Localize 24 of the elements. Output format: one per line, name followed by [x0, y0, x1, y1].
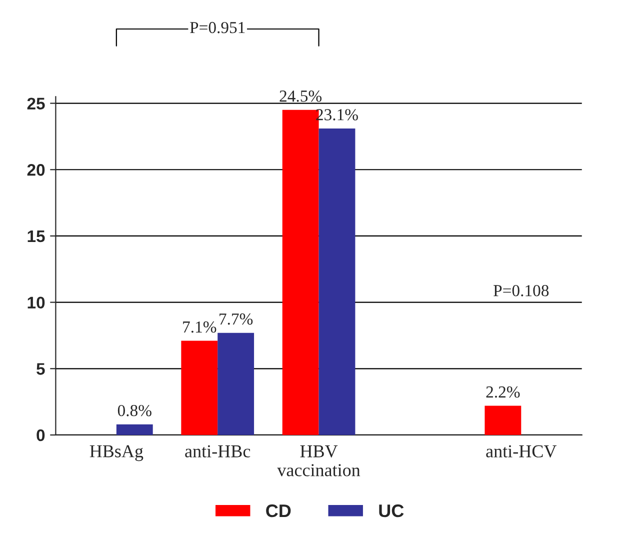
- x-tick-label: anti-HCV: [486, 445, 557, 458]
- annotation: P=0.108: [494, 285, 549, 296]
- data-label: 7.7%: [220, 313, 253, 325]
- bar: [318, 128, 356, 435]
- data-label: 0.8%: [118, 404, 152, 416]
- y-tick-label: 10: [28, 296, 45, 309]
- y-tick-label: 15: [28, 230, 45, 242]
- legend-label: CD: [266, 504, 291, 518]
- bar: [116, 424, 153, 435]
- bar: [218, 332, 254, 435]
- y-tick-label: 0: [36, 429, 45, 442]
- x-tick-label: anti-HBc: [185, 445, 250, 458]
- data-label: 24.5%: [280, 90, 322, 102]
- bar: [484, 406, 522, 435]
- text: P=0.951: [190, 22, 245, 34]
- x-tick-label: HBV vaccination: [277, 445, 360, 476]
- data-label: 2.2%: [486, 386, 520, 398]
- y-tick-label: 5: [36, 363, 45, 375]
- y-tick-label: 25: [27, 98, 45, 110]
- legend-label: UC: [379, 504, 404, 518]
- y-tick-label: 20: [27, 164, 45, 176]
- data-label: 7.1%: [183, 321, 216, 333]
- x-tick-label: HBsAg: [90, 445, 144, 462]
- bar: [181, 340, 218, 435]
